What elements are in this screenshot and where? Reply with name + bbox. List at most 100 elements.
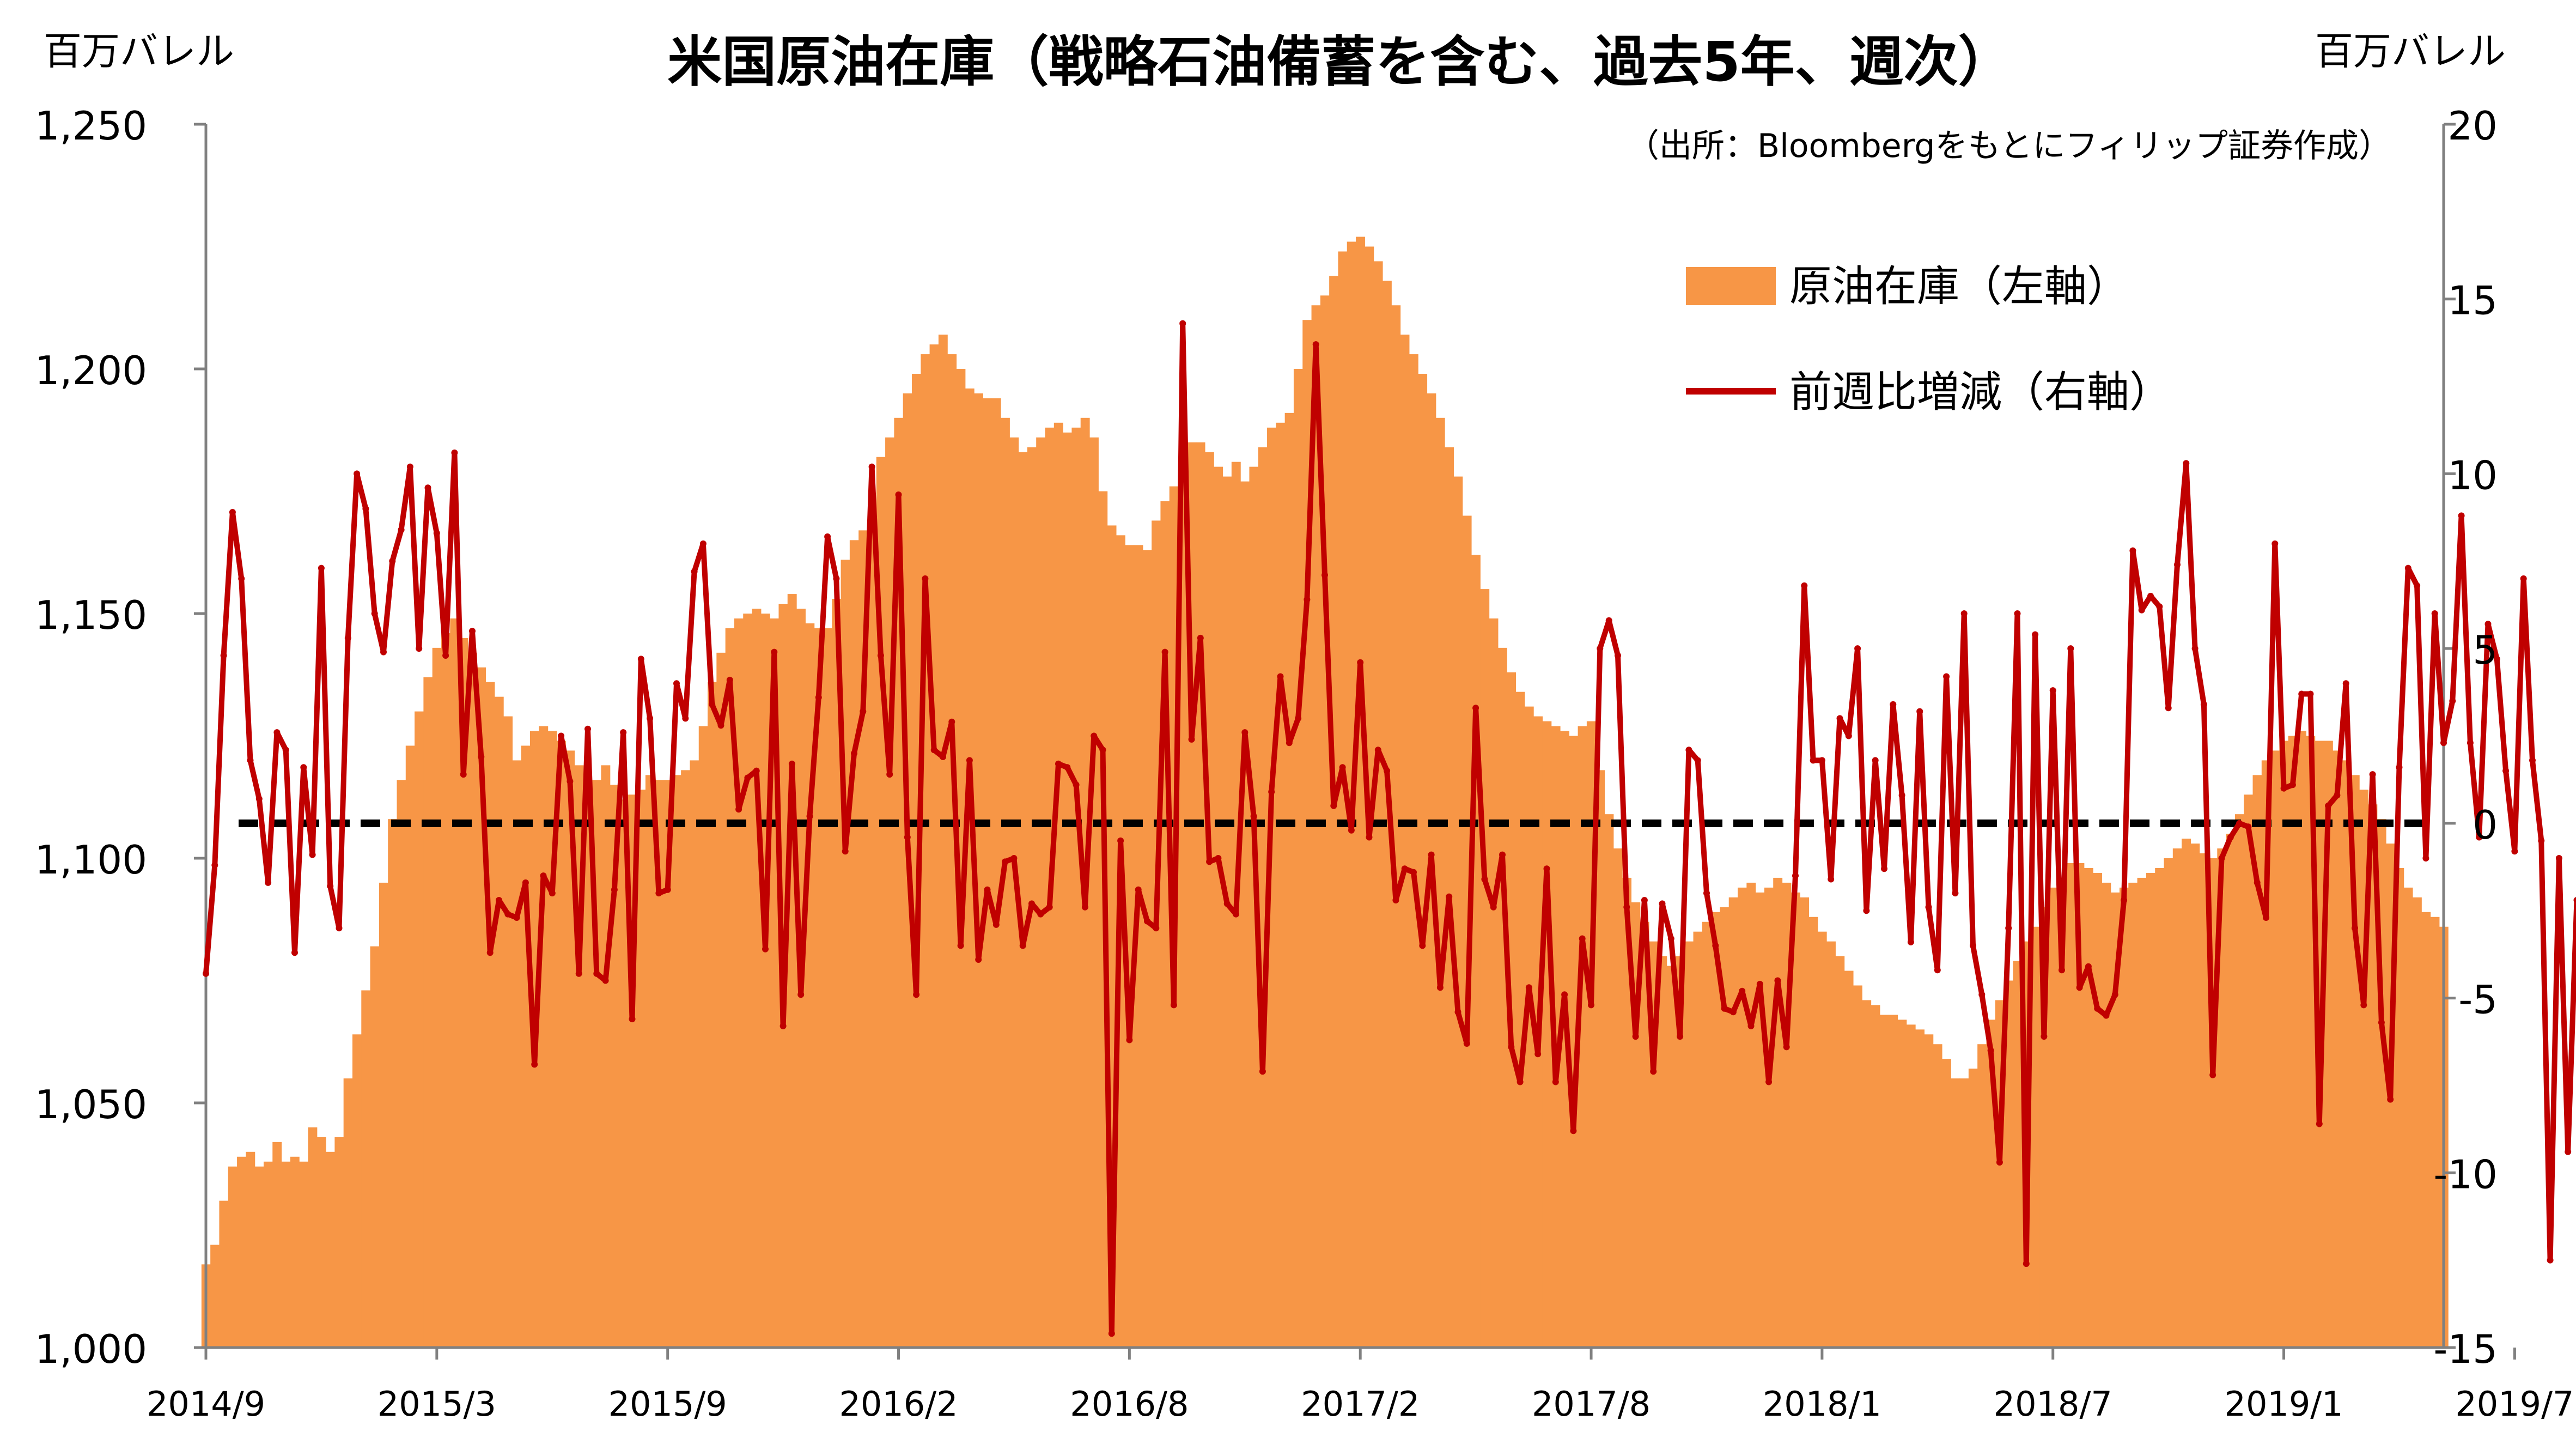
inventory-bar — [1684, 941, 1694, 1348]
inventory-bar — [1356, 236, 1365, 1348]
weekly-change-point — [655, 890, 662, 897]
weekly-change-point — [735, 806, 742, 813]
weekly-change-point — [975, 956, 982, 963]
weekly-change-point — [211, 862, 218, 869]
inventory-bar — [725, 628, 735, 1348]
inventory-bar — [1214, 466, 1223, 1348]
inventory-bar — [1471, 555, 1481, 1348]
weekly-change-point — [611, 886, 618, 893]
inventory-bar — [1569, 736, 1579, 1348]
inventory-bar — [334, 1137, 344, 1348]
weekly-change-point — [1588, 1002, 1594, 1009]
weekly-change-point — [549, 890, 556, 897]
weekly-change-point — [1268, 788, 1275, 796]
weekly-change-point — [371, 610, 378, 617]
weekly-change-point — [496, 897, 502, 903]
weekly-change-point — [1836, 715, 1843, 722]
inventory-bar — [1941, 1059, 1951, 1348]
chart-title: 米国原油在庫（戦略石油備蓄を含む、過去5年、週次） — [667, 30, 2013, 94]
weekly-change-point — [1233, 911, 1239, 918]
weekly-change-point — [744, 774, 751, 781]
weekly-change-point — [673, 680, 680, 687]
left-axis-tick-label: 1,250 — [35, 103, 147, 149]
inventory-bar — [1400, 335, 1410, 1348]
inventory-bar — [2395, 867, 2404, 1348]
inventory-bar — [1755, 892, 1765, 1348]
inventory-bar — [743, 614, 753, 1348]
weekly-change-point — [1091, 732, 1098, 739]
right-axis-tick-label: 5 — [2473, 627, 2498, 673]
weekly-change-point — [948, 718, 955, 725]
weekly-change-point — [1605, 617, 1612, 624]
left-axis-tick-label: 1,100 — [35, 837, 147, 883]
weekly-change-point — [1677, 1033, 1684, 1040]
weekly-change-point — [895, 491, 902, 498]
weekly-change-point — [647, 715, 654, 722]
weekly-change-point — [1028, 900, 1035, 907]
weekly-change-point — [1419, 942, 1426, 949]
weekly-change-point — [709, 701, 716, 708]
inventory-bar — [1844, 970, 1854, 1348]
weekly-change-point — [451, 449, 458, 456]
inventory-bar — [1435, 417, 1445, 1348]
weekly-change-point — [922, 575, 929, 582]
weekly-change-point — [2121, 897, 2128, 903]
weekly-change-point — [1081, 903, 1088, 911]
inventory-bar — [2226, 834, 2236, 1348]
inventory-bar — [2341, 760, 2351, 1348]
weekly-change-point — [291, 949, 298, 956]
inventory-bar — [929, 344, 939, 1348]
inventory-bar — [1160, 501, 1170, 1348]
weekly-change-point — [1667, 935, 1674, 942]
inventory-bar — [965, 388, 975, 1348]
inventory-bar — [556, 741, 566, 1348]
weekly-change-point — [344, 634, 351, 641]
inventory-bar — [1196, 442, 1205, 1348]
inventory-bar — [1249, 466, 1259, 1348]
weekly-change-point — [406, 463, 413, 470]
weekly-change-point — [1499, 851, 1506, 858]
inventory-bar — [1835, 956, 1845, 1348]
inventory-bar — [1515, 691, 1525, 1348]
inventory-bar — [2199, 853, 2209, 1348]
inventory-bar — [1906, 1024, 1916, 1348]
inventory-bar — [2234, 814, 2244, 1348]
weekly-change-point — [1259, 1068, 1266, 1075]
weekly-change-point — [1685, 747, 1692, 754]
weekly-change-point — [558, 732, 565, 739]
inventory-bar — [405, 745, 415, 1348]
weekly-change-point — [2467, 739, 2474, 747]
weekly-change-point — [1801, 582, 1808, 589]
axes-group — [194, 123, 2516, 1360]
weekly-change-point — [753, 767, 760, 774]
weekly-change-point — [2200, 701, 2207, 708]
inventory-bar — [2403, 887, 2413, 1348]
weekly-change-point — [1694, 757, 1701, 764]
weekly-change-point — [1304, 596, 1311, 603]
inventory-bar — [1204, 452, 1214, 1348]
inventory-bar — [2297, 731, 2306, 1348]
inventory-bar — [1862, 1000, 1872, 1348]
inventory-bar — [415, 711, 424, 1348]
inventory-bar — [663, 780, 673, 1348]
weekly-change-point — [1410, 869, 1417, 876]
inventory-bar — [1977, 1044, 1987, 1348]
weekly-change-point — [2271, 540, 2279, 547]
weekly-change-point — [833, 575, 840, 582]
inventory-bar — [2057, 877, 2067, 1348]
inventory-bar — [2368, 804, 2378, 1348]
inventory-bar — [2279, 741, 2289, 1348]
inventory-bar — [832, 599, 842, 1348]
weekly-change-point — [1934, 967, 1941, 974]
weekly-change-point — [2076, 984, 2083, 991]
weekly-change-point — [1312, 341, 1319, 348]
weekly-change-point — [1188, 736, 1195, 743]
weekly-change-point — [2227, 834, 2234, 841]
inventory-bar — [1924, 1034, 1934, 1348]
weekly-change-point — [486, 949, 494, 956]
right-axis-tick-label: -15 — [2433, 1326, 2498, 1372]
x-axis-tick-label: 2014/9 — [147, 1384, 265, 1424]
weekly-change-point — [1703, 890, 1710, 897]
inventory-bar — [760, 614, 770, 1348]
inventory-bar — [352, 1034, 362, 1348]
